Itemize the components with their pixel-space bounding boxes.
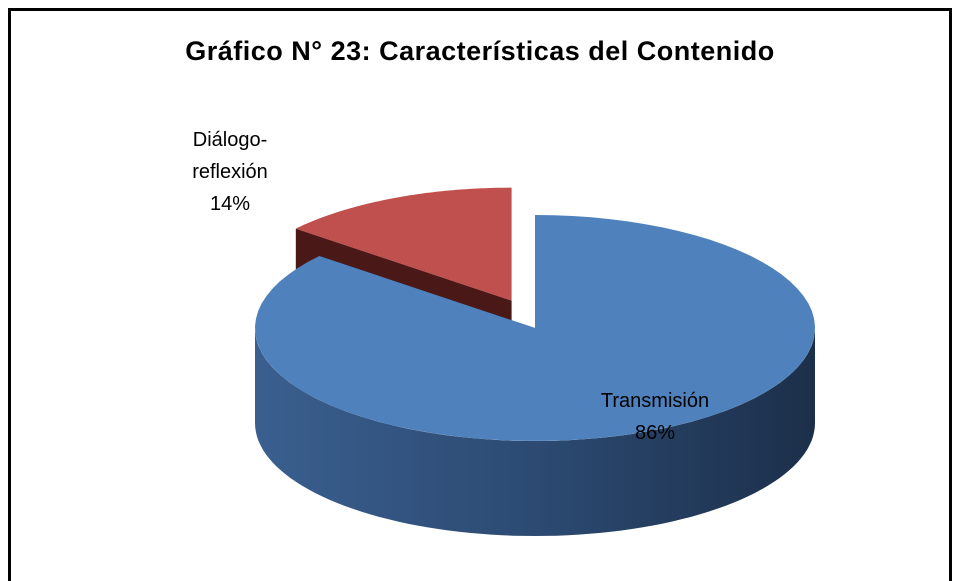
slice	[295, 187, 512, 301]
slice-value-label: 86%	[634, 422, 676, 444]
slice-label: Transmisión	[600, 390, 710, 412]
slice-side	[255, 328, 815, 536]
chart-title: Gráfico N° 23: Características del Conte…	[185, 36, 775, 66]
chart-frame	[8, 8, 952, 581]
slice-label: Diálogo-reflexión	[192, 129, 268, 183]
slice-value-label: 14%	[209, 193, 251, 215]
slice	[255, 215, 815, 441]
